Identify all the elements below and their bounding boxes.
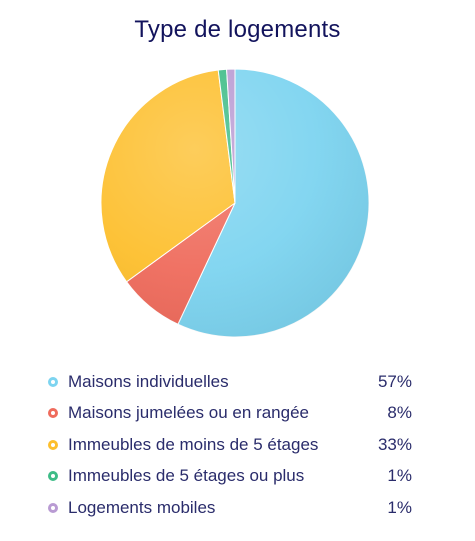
legend-item[interactable]: Immeubles de moins de 5 étages 33% — [48, 429, 420, 461]
legend-item[interactable]: Maisons individuelles 57% — [48, 366, 420, 398]
legend-item[interactable]: Immeubles de 5 étages ou plus 1% — [48, 461, 420, 493]
legend-marker-icon — [48, 376, 58, 387]
legend: Maisons individuelles 57% Maisons jumelées… — [48, 366, 420, 524]
legend-value: 1% — [387, 497, 412, 517]
legend-value: 57% — [377, 371, 412, 391]
legend-value: 8% — [387, 403, 412, 423]
legend-item[interactable]: Maisons jumelées ou en rangée 8% — [48, 398, 420, 430]
legend-marker-icon — [48, 408, 58, 419]
pie-chart — [98, 66, 372, 340]
legend-label: Immeubles de moins de 5 étages — [68, 434, 319, 454]
legend-label: Maisons individuelles — [68, 371, 229, 391]
pie-slices — [100, 68, 370, 338]
chart-title: Type de logements — [134, 16, 341, 43]
legend-marker-icon — [48, 502, 58, 513]
legend-label: Logements mobiles — [68, 497, 216, 517]
legend-item[interactable]: Logements mobiles 1% — [48, 492, 420, 524]
legend-label: Maisons jumelées ou en rangée — [68, 403, 309, 423]
legend-marker-icon — [48, 439, 58, 450]
legend-value: 33% — [377, 434, 412, 454]
legend-label: Immeubles de 5 étages ou plus — [68, 466, 305, 486]
pie-svg — [100, 68, 370, 338]
legend-value: 1% — [387, 466, 412, 486]
legend-marker-icon — [48, 471, 58, 482]
